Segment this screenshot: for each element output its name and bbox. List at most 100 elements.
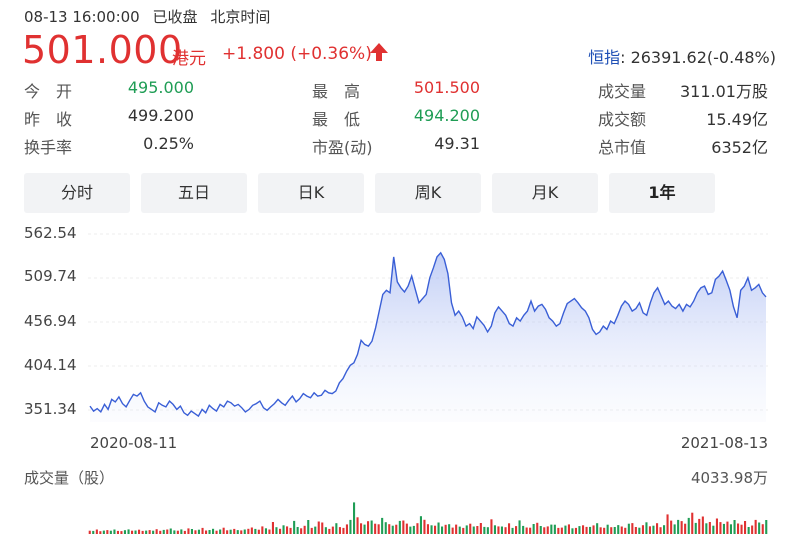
timezone-label: 北京时间 — [210, 8, 271, 26]
volume-bar — [233, 528, 236, 534]
volume-bar — [257, 529, 260, 534]
volume-bar — [398, 520, 401, 534]
volume-bar — [388, 524, 391, 534]
price-chart[interactable] — [88, 232, 770, 427]
volume-bar — [451, 527, 454, 534]
volume-bar — [479, 523, 482, 534]
volume-bar — [648, 526, 651, 534]
volume-bar — [627, 523, 630, 534]
market-status: 已收盘 — [152, 8, 198, 26]
hang-seng-index[interactable]: 恒指: 26391.62(-0.48%) — [588, 44, 776, 68]
y-tick-label: 562.54 — [24, 224, 77, 242]
volume-bar — [687, 517, 690, 534]
tab-weekly-k[interactable]: 周K — [375, 173, 481, 213]
volume-bar — [532, 524, 535, 534]
tab-intraday[interactable]: 分时 — [24, 173, 130, 213]
volume-bar — [426, 524, 429, 534]
volume-bar — [134, 530, 137, 534]
volume-bar — [546, 526, 549, 534]
volume-bar — [729, 524, 732, 534]
arrow-up-icon — [369, 42, 389, 66]
pe-label: 市盈(动) — [312, 138, 373, 157]
volume-bar — [504, 527, 507, 534]
volume-bar — [574, 527, 577, 534]
volume-bar — [448, 524, 451, 534]
low-value: 494.200 — [413, 106, 480, 125]
index-name[interactable]: 恒指 — [588, 48, 621, 67]
volume-bar — [754, 519, 757, 534]
current-price: 501.000 — [22, 28, 183, 72]
y-tick-label: 351.34 — [24, 400, 77, 418]
volume-bar — [162, 529, 165, 534]
volume-bar — [247, 528, 250, 534]
volume-chart[interactable] — [88, 490, 770, 534]
volume-bar — [183, 530, 186, 534]
volume-bar — [155, 529, 158, 534]
volume-bar — [240, 530, 243, 534]
volume-bar — [243, 529, 246, 534]
volume-bar — [131, 530, 134, 534]
y-tick-label: 404.14 — [24, 356, 77, 374]
volume-bar — [356, 517, 359, 534]
volume-bar — [511, 527, 514, 534]
volume-bar — [261, 526, 264, 534]
volume-bar — [518, 520, 521, 534]
volume-bar — [444, 524, 447, 534]
volume-bar — [152, 530, 155, 534]
volume-bar — [666, 514, 669, 534]
volume-bar — [416, 523, 419, 534]
volume-bar — [367, 521, 370, 534]
high-label: 最 高 — [312, 82, 361, 101]
volume-bar — [539, 526, 542, 534]
turnover-rate-label: 换手率 — [24, 138, 73, 157]
volume-bar — [271, 522, 274, 534]
volume-bar — [412, 525, 415, 534]
volume-bar — [381, 517, 384, 534]
volume-bar — [641, 525, 644, 534]
volume-bar — [384, 522, 387, 534]
volume-bar — [328, 528, 331, 534]
volume-bar — [430, 525, 433, 534]
volume-bar — [391, 525, 394, 534]
volume-bar — [180, 529, 183, 534]
volume-bar — [88, 530, 91, 534]
volume-bar — [353, 502, 356, 534]
volume-bar — [536, 522, 539, 534]
volume-bar — [123, 530, 126, 534]
volume-bar — [409, 526, 412, 534]
volume-bar — [120, 531, 123, 534]
volume-bar — [395, 524, 398, 534]
volume-bar — [148, 530, 151, 534]
tab-daily-k[interactable]: 日K — [258, 173, 364, 213]
tab-one-year[interactable]: 1年 — [609, 173, 715, 213]
volume-bar — [402, 520, 405, 534]
volume-bar — [99, 531, 102, 534]
volume-bar — [550, 524, 553, 534]
volume-bar — [529, 527, 532, 534]
market-cap-label: 总市值 — [598, 138, 647, 157]
volume-bar — [437, 522, 440, 534]
volume-bar — [515, 526, 518, 534]
volume-bar — [141, 530, 144, 534]
volume-bar — [441, 526, 444, 534]
volume-bar — [483, 526, 486, 534]
volume-bar — [345, 524, 348, 534]
volume-bar — [659, 527, 662, 534]
tab-five-day[interactable]: 五日 — [141, 173, 247, 213]
volume-bar — [465, 525, 468, 534]
volume-bar — [254, 528, 257, 534]
volume-bar — [522, 525, 525, 534]
y-tick-label: 456.94 — [24, 312, 77, 330]
volume-bar — [761, 524, 764, 534]
tab-monthly-k[interactable]: 月K — [492, 173, 598, 213]
volume-bar — [694, 522, 697, 534]
volume-bar — [102, 530, 105, 534]
volume-bar — [279, 528, 282, 534]
volume-bar — [187, 528, 190, 534]
volume-bar — [525, 527, 528, 534]
volume-bar — [712, 525, 715, 534]
open-label: 今 开 — [24, 82, 73, 101]
volume-bar — [733, 520, 736, 534]
volume-bar — [264, 528, 267, 534]
volume-bar — [145, 530, 148, 534]
